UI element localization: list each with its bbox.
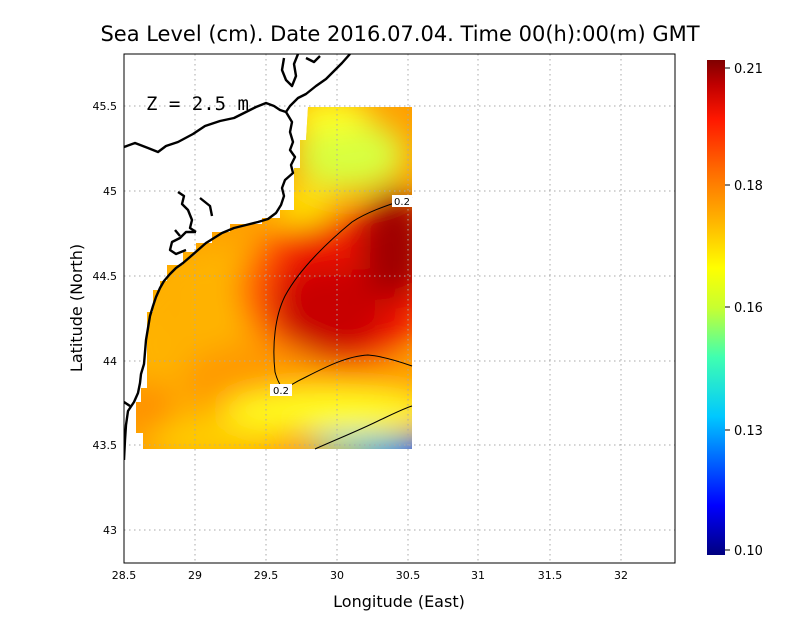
x-axis-label: Longitude (East) (333, 592, 465, 611)
contour-label-upper: 0.2 (392, 195, 412, 208)
x-axis: 28.5 29 29.5 30 30.5 31 31.5 32 Longitud… (112, 569, 628, 611)
svg-text:0.2: 0.2 (273, 386, 289, 397)
x-tick-label: 29 (188, 569, 202, 582)
contour-low (314, 405, 413, 450)
x-tick-label: 30.5 (396, 569, 421, 582)
plot-frame (123, 53, 676, 564)
colorbar: 0.21 0.18 0.16 0.13 0.10 (707, 60, 763, 559)
sea-level-field (136, 107, 412, 449)
map-title: Sea Level (cm). Date 2016.07.04. Time 00… (100, 22, 699, 46)
y-tick-label: 45.5 (93, 100, 118, 113)
contour-label-lower: 0.2 (270, 384, 292, 397)
colorbar-gradient (707, 60, 725, 555)
grid-lines (124, 54, 675, 563)
coastline (124, 54, 351, 461)
y-tick-label: 43.5 (93, 439, 118, 452)
x-tick-label: 30 (330, 569, 344, 582)
svg-text:0.2: 0.2 (394, 197, 410, 208)
x-tick-label: 31.5 (538, 569, 563, 582)
colorbar-tick-label: 0.13 (734, 424, 763, 439)
y-tick-label: 44 (103, 355, 117, 368)
x-tick-label: 28.5 (112, 569, 137, 582)
y-tick-label: 45 (103, 185, 117, 198)
y-axis-label: Latitude (North) (67, 244, 86, 372)
x-tick-label: 29.5 (254, 569, 279, 582)
colorbar-tick-label: 0.10 (734, 544, 763, 559)
y-axis: 43 43.5 44 44.5 45 45.5 Latitude (North) (67, 100, 117, 537)
colorbar-tick-label: 0.21 (734, 62, 763, 77)
depth-annotation: Z = 2.5 m (146, 93, 249, 115)
contour-0-2-upper (273, 196, 413, 391)
y-tick-label: 43 (103, 524, 117, 537)
y-tick-label: 44.5 (93, 270, 118, 283)
colorbar-tick-label: 0.16 (734, 301, 763, 316)
x-tick-label: 32 (614, 569, 628, 582)
x-tick-label: 31 (471, 569, 485, 582)
colorbar-tick-label: 0.18 (734, 179, 763, 194)
